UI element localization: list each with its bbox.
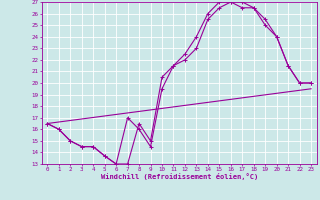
X-axis label: Windchill (Refroidissement éolien,°C): Windchill (Refroidissement éolien,°C) [100, 173, 258, 180]
